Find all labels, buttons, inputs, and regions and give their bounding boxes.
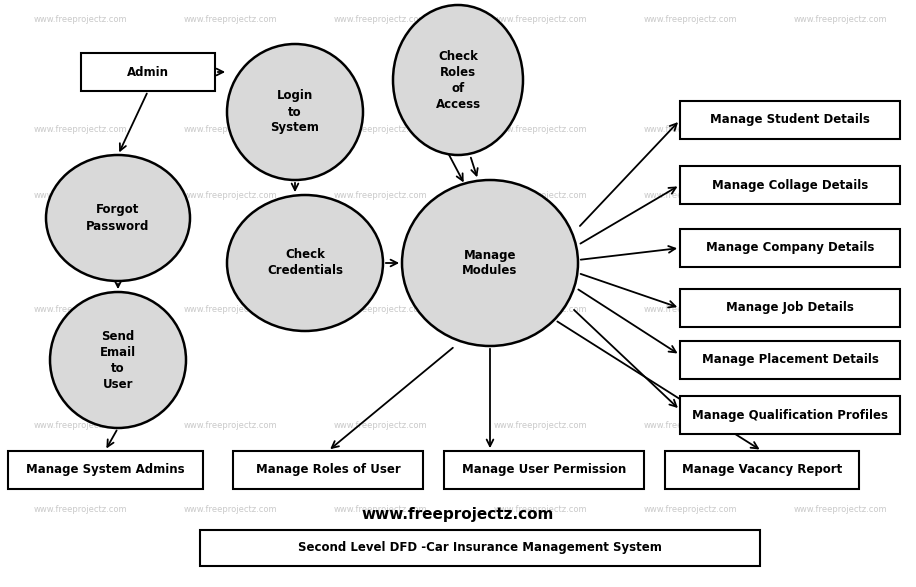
Text: www.freeprojectz.com: www.freeprojectz.com [33, 505, 126, 514]
FancyBboxPatch shape [680, 166, 900, 204]
Text: Manage Roles of User: Manage Roles of User [256, 464, 400, 477]
Text: www.freeprojectz.com: www.freeprojectz.com [493, 126, 587, 134]
FancyBboxPatch shape [680, 289, 900, 327]
Text: Forgot
Password: Forgot Password [86, 204, 149, 232]
Text: Manage Job Details: Manage Job Details [726, 302, 854, 315]
Ellipse shape [227, 195, 383, 331]
FancyBboxPatch shape [81, 53, 215, 91]
Text: www.freeprojectz.com: www.freeprojectz.com [183, 126, 277, 134]
Text: www.freeprojectz.com: www.freeprojectz.com [33, 191, 126, 200]
Text: Admin: Admin [127, 66, 169, 79]
Text: www.freeprojectz.com: www.freeprojectz.com [183, 15, 277, 25]
Ellipse shape [393, 5, 523, 155]
Ellipse shape [402, 180, 578, 346]
Text: www.freeprojectz.com: www.freeprojectz.com [643, 15, 736, 25]
Text: Manage Qualification Profiles: Manage Qualification Profiles [692, 409, 888, 421]
Text: www.freeprojectz.com: www.freeprojectz.com [493, 15, 587, 25]
Text: www.freeprojectz.com: www.freeprojectz.com [643, 505, 736, 514]
FancyBboxPatch shape [680, 229, 900, 267]
Text: Manage User Permission: Manage User Permission [462, 464, 627, 477]
Ellipse shape [50, 292, 186, 428]
FancyBboxPatch shape [444, 451, 644, 489]
Text: www.freeprojectz.com: www.freeprojectz.com [643, 126, 736, 134]
Text: www.freeprojectz.com: www.freeprojectz.com [333, 505, 427, 514]
Ellipse shape [46, 155, 190, 281]
Text: www.freeprojectz.com: www.freeprojectz.com [793, 505, 887, 514]
FancyBboxPatch shape [200, 530, 760, 566]
Text: www.freeprojectz.com: www.freeprojectz.com [33, 305, 126, 315]
Text: Manage Placement Details: Manage Placement Details [702, 353, 878, 366]
FancyBboxPatch shape [665, 451, 859, 489]
Text: www.freeprojectz.com: www.freeprojectz.com [333, 420, 427, 430]
Text: www.freeprojectz.com: www.freeprojectz.com [362, 508, 554, 522]
Text: www.freeprojectz.com: www.freeprojectz.com [333, 126, 427, 134]
FancyBboxPatch shape [680, 341, 900, 379]
FancyBboxPatch shape [233, 451, 423, 489]
Text: www.freeprojectz.com: www.freeprojectz.com [333, 305, 427, 315]
Text: www.freeprojectz.com: www.freeprojectz.com [333, 15, 427, 25]
Text: www.freeprojectz.com: www.freeprojectz.com [183, 420, 277, 430]
Text: www.freeprojectz.com: www.freeprojectz.com [493, 420, 587, 430]
Text: Manage
Modules: Manage Modules [463, 248, 518, 278]
Text: Manage Company Details: Manage Company Details [706, 241, 874, 255]
Text: Send
Email
to
User: Send Email to User [100, 329, 136, 390]
Text: www.freeprojectz.com: www.freeprojectz.com [33, 126, 126, 134]
FancyBboxPatch shape [7, 451, 202, 489]
Text: www.freeprojectz.com: www.freeprojectz.com [183, 191, 277, 200]
Text: www.freeprojectz.com: www.freeprojectz.com [33, 15, 126, 25]
Ellipse shape [227, 44, 363, 180]
Text: Manage System Admins: Manage System Admins [26, 464, 184, 477]
Text: www.freeprojectz.com: www.freeprojectz.com [793, 15, 887, 25]
Text: www.freeprojectz.com: www.freeprojectz.com [643, 191, 736, 200]
Text: www.freeprojectz.com: www.freeprojectz.com [793, 305, 887, 315]
Text: Login
to
System: Login to System [270, 89, 320, 134]
Text: Check
Credentials: Check Credentials [267, 248, 343, 278]
Text: www.freeprojectz.com: www.freeprojectz.com [493, 191, 587, 200]
Text: www.freeprojectz.com: www.freeprojectz.com [643, 305, 736, 315]
Text: www.freeprojectz.com: www.freeprojectz.com [493, 505, 587, 514]
FancyBboxPatch shape [680, 101, 900, 139]
Text: Manage Student Details: Manage Student Details [710, 113, 870, 127]
Text: www.freeprojectz.com: www.freeprojectz.com [183, 305, 277, 315]
Text: Manage Vacancy Report: Manage Vacancy Report [682, 464, 842, 477]
Text: www.freeprojectz.com: www.freeprojectz.com [643, 420, 736, 430]
Text: www.freeprojectz.com: www.freeprojectz.com [793, 191, 887, 200]
Text: www.freeprojectz.com: www.freeprojectz.com [333, 191, 427, 200]
Text: Check
Roles
of
Access: Check Roles of Access [435, 49, 481, 110]
Text: Manage Collage Details: Manage Collage Details [712, 178, 868, 191]
Text: Second Level DFD -Car Insurance Management System: Second Level DFD -Car Insurance Manageme… [298, 541, 662, 555]
Text: www.freeprojectz.com: www.freeprojectz.com [33, 420, 126, 430]
Text: www.freeprojectz.com: www.freeprojectz.com [183, 505, 277, 514]
FancyBboxPatch shape [680, 396, 900, 434]
Text: www.freeprojectz.com: www.freeprojectz.com [493, 305, 587, 315]
Text: www.freeprojectz.com: www.freeprojectz.com [793, 420, 887, 430]
Text: www.freeprojectz.com: www.freeprojectz.com [793, 126, 887, 134]
